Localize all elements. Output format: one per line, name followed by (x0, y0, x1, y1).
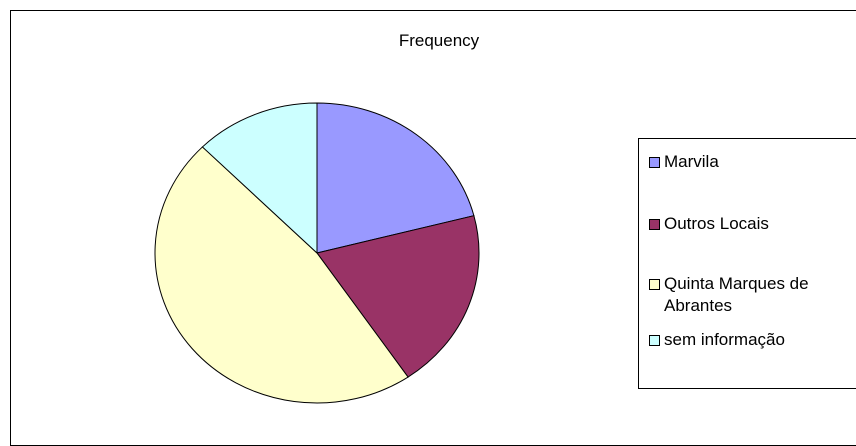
pie-chart (154, 102, 480, 404)
chart-area: Frequency Marvila Outros Locais Quinta M… (10, 10, 856, 446)
legend-item-marvila: Marvila (649, 151, 856, 173)
legend-label-sem-informacao: sem informação (664, 330, 785, 349)
legend-item-quinta-marques: Quinta Marques de Abrantes (649, 273, 856, 317)
legend-item-outros-locais: Outros Locais (649, 213, 856, 235)
legend: Marvila Outros Locais Quinta Marques de … (638, 138, 856, 389)
legend-swatch-marvila (649, 157, 660, 168)
legend-item-sem-informacao: sem informação (649, 329, 856, 351)
pie-slice-marvila (316, 102, 475, 254)
chart-title: Frequency (398, 31, 480, 50)
legend-swatch-quinta-marques (649, 279, 660, 290)
legend-label-quinta-marques: Quinta Marques de Abrantes (664, 274, 809, 315)
pie-slice-outros-locais (316, 215, 480, 378)
legend-swatch-sem-informacao (649, 335, 660, 346)
legend-swatch-outros-locais (649, 219, 660, 230)
pie-slice-quinta-marques (154, 146, 409, 404)
legend-label-marvila: Marvila (664, 152, 719, 171)
pie-slice-sem-informacao (201, 102, 318, 255)
legend-label-outros-locais: Outros Locais (664, 214, 769, 233)
